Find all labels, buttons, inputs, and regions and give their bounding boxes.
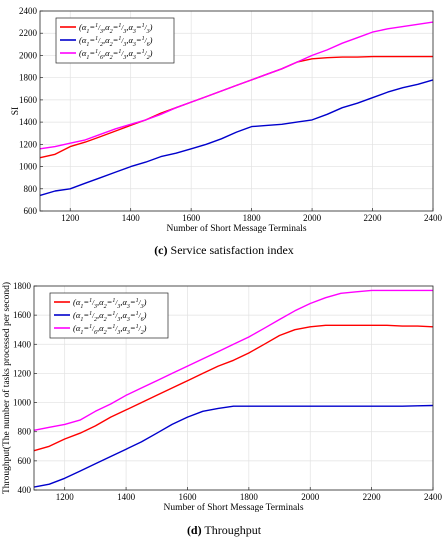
y-tick-label: 1600 [19, 95, 38, 105]
y-tick-label: 400 [18, 485, 32, 495]
y-tick-label: 600 [18, 456, 32, 466]
legend: (α1=1/3,α2=1/3,α3=1/3)(α1=1/2,α2=1/3,α3=… [49, 292, 169, 339]
y-axis-label: Throughput(The number of tasks processed… [1, 282, 12, 494]
panel-caption: (d) Throughput [187, 523, 262, 537]
y-tick-label: 2400 [19, 6, 38, 16]
x-tick-label: 1200 [61, 213, 80, 223]
y-tick-label: 1000 [13, 398, 32, 408]
y-tick-label: 2000 [19, 50, 38, 60]
x-axis-label: Number of Short Message Terminals [166, 223, 306, 234]
y-tick-label: 1400 [19, 117, 38, 127]
panel-caption: (c) Service satisfaction index [154, 243, 294, 257]
axes-frame [39, 10, 434, 212]
x-tick-label: 1600 [182, 213, 201, 223]
y-tick-label: 800 [18, 427, 32, 437]
x-axis-label: Number of Short Message Terminals [163, 502, 303, 513]
x-tick-label: 2000 [303, 213, 322, 223]
x-tick-label: 1400 [122, 213, 141, 223]
y-tick-label: 1600 [13, 310, 32, 320]
axes-frame [33, 285, 434, 491]
series-line-3 [33, 289, 433, 431]
legend-label: (α1=1/3,α2=1/3,α3=1/3) [73, 297, 147, 310]
x-tick-label: 1200 [56, 492, 75, 502]
y-tick-label: 2200 [19, 28, 38, 38]
y-axis-label: SI [11, 107, 21, 115]
chart-panel-d: 1200 1400 1600 1800 2000 2200 2400 400 600 800 100… [1, 281, 443, 537]
legend-label: (α1=1/6,α2=1/3,α3=1/2) [79, 48, 153, 61]
series-line-1 [33, 324, 434, 452]
y-tick-label: 1800 [19, 73, 38, 83]
legend-label: (α1=1/3,α2=1/3,α3=1/3) [79, 22, 153, 35]
x-tick-label: 1800 [240, 492, 259, 502]
y-tick-label: 600 [24, 206, 38, 216]
chart-panel-c: 1200 1400 1600 1800 2000 2200 2400 600 800 1000 12… [11, 6, 443, 257]
x-tick-label: 1800 [243, 213, 262, 223]
x-tick-label: 1600 [178, 492, 197, 502]
y-tick-label: 1400 [13, 339, 32, 349]
series-line-2 [33, 404, 434, 488]
y-tick-label: 1200 [13, 368, 32, 378]
x-tick-label: 2400 [424, 213, 443, 223]
series-line-2 [39, 79, 434, 197]
legend-label: (α1=1/2,α2=1/3,α3=1/6) [73, 310, 147, 323]
x-tick-label: 2000 [301, 492, 320, 502]
x-tick-label: 2400 [424, 492, 443, 502]
legend: (α1=1/3,α2=1/3,α3=1/3)(α1=1/2,α2=1/3,α3=… [55, 17, 175, 64]
x-tick-label: 2200 [364, 213, 383, 223]
x-tick-label: 2200 [363, 492, 382, 502]
x-tick-label: 1400 [117, 492, 136, 502]
y-tick-label: 800 [24, 184, 38, 194]
series-line-3 [39, 21, 434, 150]
y-tick-label: 1200 [19, 139, 38, 149]
y-tick-label: 1800 [13, 281, 32, 291]
legend-label: (α1=1/2,α2=1/3,α3=1/6) [79, 35, 153, 48]
y-tick-label: 1000 [19, 162, 38, 172]
legend-label: (α1=1/6,α2=1/3,α3=1/2) [73, 323, 147, 336]
